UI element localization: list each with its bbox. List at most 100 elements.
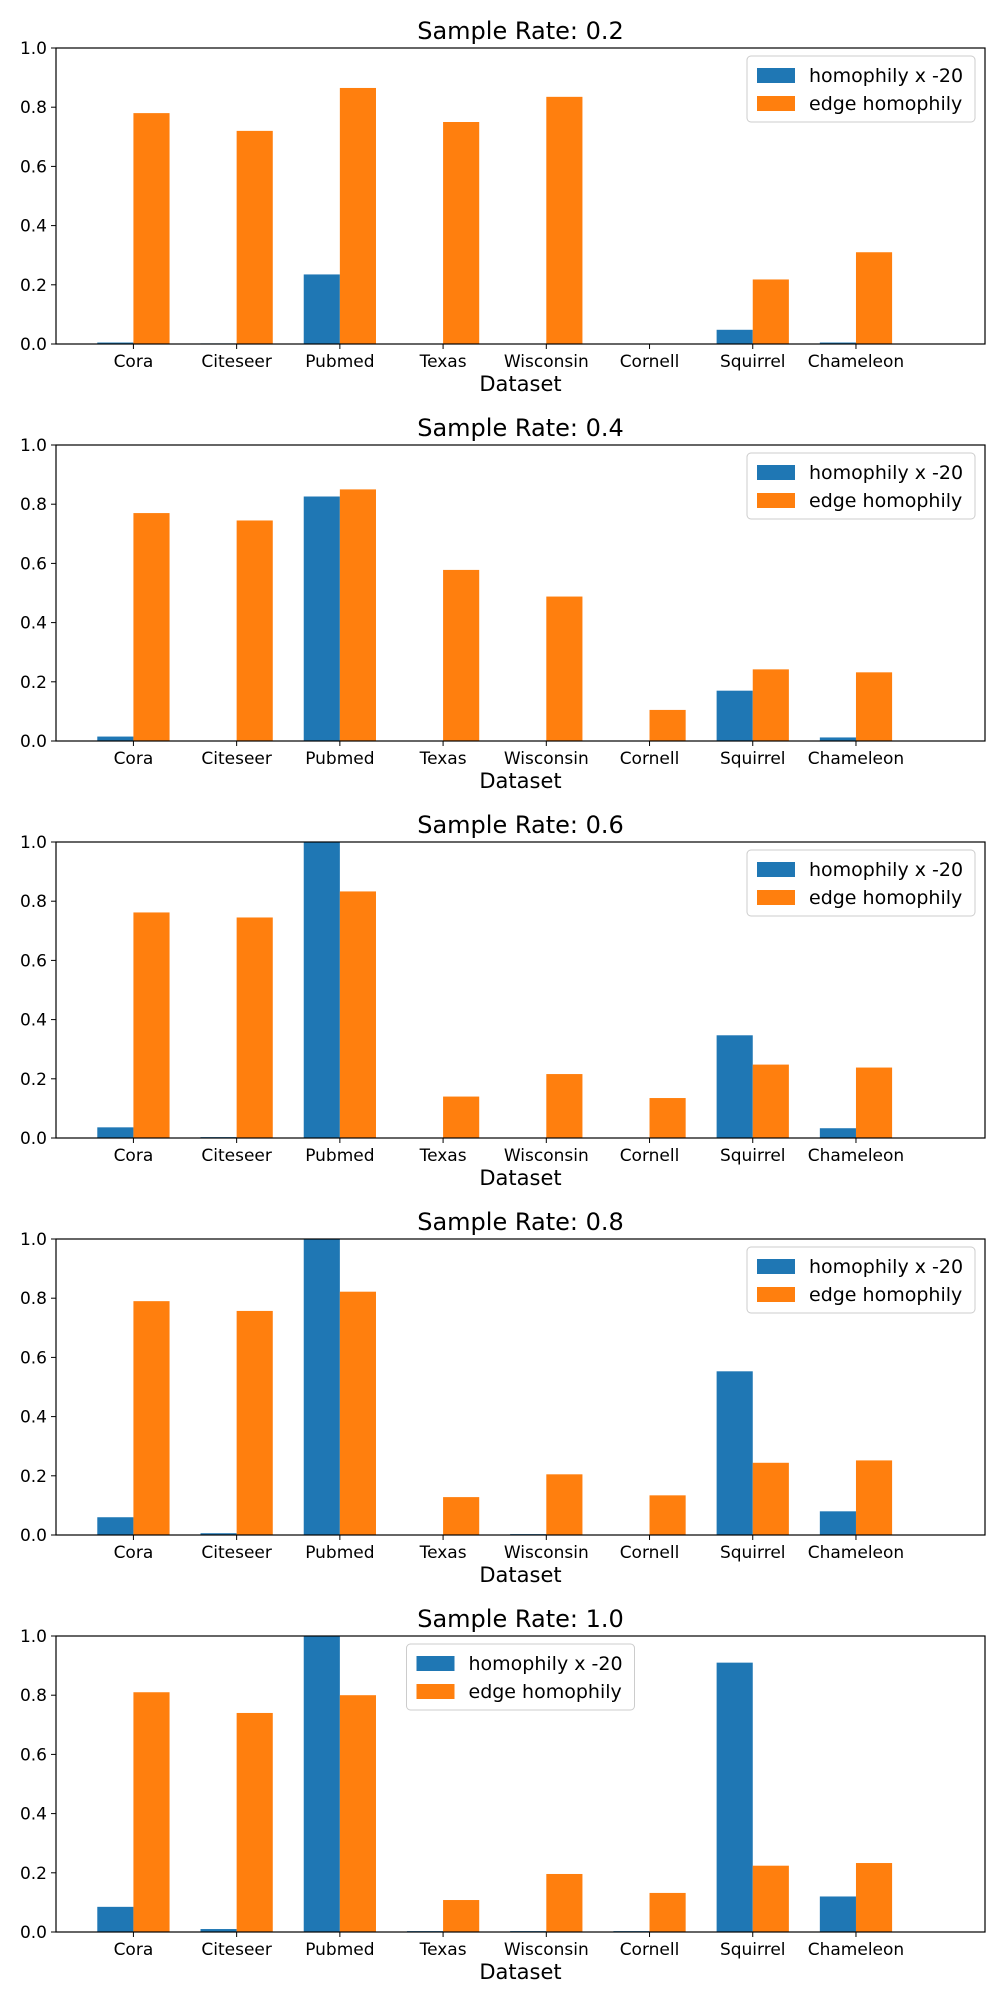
x-tick-label: Citeseer (201, 1146, 271, 1166)
bar-homophily-chameleon (819, 1511, 856, 1535)
x-tick-label: Texas (419, 1543, 467, 1563)
bar-edge-homophily-texas (443, 122, 480, 344)
x-tick-label: Cornell (620, 749, 680, 769)
x-tick-label: Texas (419, 1146, 467, 1166)
y-tick-label: 0.4 (20, 1408, 47, 1428)
chart-panel-4: Sample Rate: 0.8 Cora Citeseer Pubmed Texas W… (20, 1208, 986, 1587)
legend-swatch (416, 1656, 455, 1671)
axes-frame (55, 444, 986, 742)
bar-homophily-cora (97, 342, 134, 344)
bar-edge-homophily-cornell (649, 709, 686, 741)
legend: homophily x -20 edge homophily (406, 1643, 635, 1711)
y-tick-label: 0.2 (20, 673, 47, 693)
legend: homophily x -20 edge homophily (746, 55, 976, 123)
bar-edge-homophily-wisconsin (546, 96, 583, 344)
x-tick-label: Chameleon (808, 352, 904, 372)
bar-edge-homophily-wisconsin (546, 1474, 583, 1535)
x-tick-label: Cora (114, 1146, 154, 1166)
bar-edge-homophily-texas (443, 1900, 480, 1932)
x-tick-label: Pubmed (305, 1543, 374, 1563)
bar-edge-homophily-texas (443, 1096, 480, 1138)
legend-swatch (416, 1684, 455, 1699)
legend: homophily x -20 edge homophily (746, 452, 976, 520)
legend-swatch (757, 1259, 795, 1274)
legend: homophily x -20 edge homophily (746, 1246, 976, 1314)
x-axis-label: Dataset (479, 372, 561, 396)
legend-label: edge homophily (809, 887, 962, 909)
y-tick-label: 0.8 (20, 1686, 47, 1706)
bar-edge-homophily-citeseer (236, 917, 273, 1138)
bar-edge-homophily-squirrel (752, 669, 789, 741)
bar-edge-homophily-chameleon (855, 672, 893, 741)
x-tick-label: Cora (114, 1543, 154, 1563)
y-tick-label: 0.2 (20, 276, 47, 296)
bar-edge-homophily-squirrel (752, 1865, 789, 1932)
x-tick-label: Wisconsin (504, 1940, 589, 1960)
bar-edge-homophily-texas (443, 569, 480, 741)
x-tick-label: Pubmed (305, 1146, 374, 1166)
bar-homophily-squirrel (716, 1035, 753, 1138)
bar-homophily-squirrel (716, 329, 753, 344)
legend-swatch (757, 1287, 795, 1302)
bar-homophily-chameleon (819, 1128, 856, 1138)
chart-panel-2: Sample Rate: 0.4 Cora Citeseer Pubmed Texas W… (20, 414, 986, 793)
chart-panel-5: Sample Rate: 1.0 Cora Citeseer Pubmed Texas W… (20, 1605, 986, 1984)
x-axis-label: Dataset (479, 1166, 561, 1190)
x-tick-label: Squirrel (720, 1146, 786, 1166)
legend-label: edge homophily (809, 490, 962, 512)
bar-edge-homophily-wisconsin (546, 596, 583, 741)
legend-label: homophily x -20 (809, 1256, 963, 1278)
bar-homophily-pubmed (303, 274, 340, 344)
x-axis-label: Dataset (479, 769, 561, 793)
bar-edge-homophily-wisconsin (546, 1074, 583, 1138)
x-tick-label: Wisconsin (504, 749, 589, 769)
y-tick-label: 0.6 (20, 951, 47, 971)
x-tick-label: Citeseer (201, 1543, 271, 1563)
chart-title: Sample Rate: 0.4 (417, 414, 624, 442)
y-tick-label: 0.4 (20, 614, 47, 634)
legend-label: edge homophily (809, 1284, 962, 1306)
bar-homophily-squirrel (716, 1662, 753, 1932)
legend-label: homophily x -20 (469, 1653, 623, 1675)
x-tick-label: Chameleon (808, 1543, 904, 1563)
bar-edge-homophily-cornell (649, 1098, 686, 1138)
x-tick-label: Cornell (620, 1543, 680, 1563)
x-tick-label: Squirrel (720, 1543, 786, 1563)
y-tick-label: 0.0 (20, 1526, 47, 1546)
x-tick-label: Citeseer (201, 352, 271, 372)
legend: homophily x -20 edge homophily (746, 849, 976, 917)
x-tick-label: Chameleon (808, 1940, 904, 1960)
x-tick-label: Chameleon (808, 1146, 904, 1166)
bar-edge-homophily-pubmed (339, 87, 376, 345)
bar-homophily-chameleon (819, 737, 856, 741)
x-tick-label: Cornell (620, 1940, 680, 1960)
legend-box (746, 849, 976, 917)
y-tick-label: 0.6 (20, 1348, 47, 1368)
x-tick-label: Texas (419, 1940, 467, 1960)
legend-label: edge homophily (809, 93, 962, 115)
axes-frame (55, 47, 986, 345)
bar-homophily-squirrel (716, 690, 753, 741)
y-tick-label: 0.0 (20, 1923, 47, 1943)
x-tick-label: Wisconsin (504, 1146, 589, 1166)
y-tick-label: 0.2 (20, 1864, 47, 1884)
bar-edge-homophily-squirrel (752, 1462, 789, 1535)
x-tick-label: Pubmed (305, 1940, 374, 1960)
bar-edge-homophily-citeseer (236, 1310, 273, 1535)
legend-swatch (757, 862, 795, 877)
x-tick-label: Cora (114, 1940, 154, 1960)
y-tick-label: 1.0 (20, 833, 47, 853)
y-tick-label: 0.0 (20, 335, 47, 355)
y-tick-label: 0.8 (20, 1289, 47, 1309)
x-tick-label: Cornell (620, 1146, 680, 1166)
bar-edge-homophily-chameleon (855, 1067, 893, 1138)
chart-title: Sample Rate: 0.8 (417, 1208, 624, 1236)
legend-swatch (757, 68, 795, 83)
bar-homophily-citeseer (200, 1533, 237, 1535)
bar-edge-homophily-chameleon (855, 252, 893, 344)
bar-homophily-squirrel (716, 1371, 753, 1535)
axes-frame (55, 1635, 986, 1933)
legend-label: edge homophily (469, 1681, 622, 1703)
y-tick-label: 0.8 (20, 892, 47, 912)
